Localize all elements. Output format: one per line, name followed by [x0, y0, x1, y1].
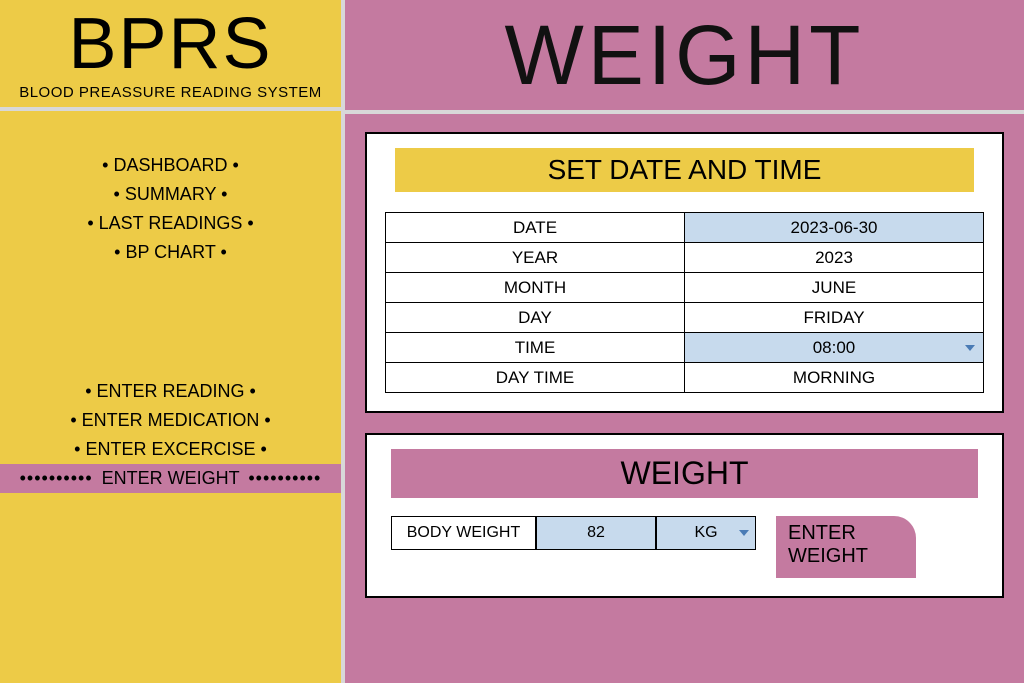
value-year: 2023 — [685, 243, 984, 273]
input-time[interactable]: 08:00 — [685, 333, 984, 363]
value-date: 2023-06-30 — [791, 218, 878, 237]
weight-panel: WEIGHT BODY WEIGHT 82 KG ENTER WEIGHT — [365, 433, 1004, 598]
page-title: WEIGHT — [505, 7, 865, 104]
nav-enter-weight-label: ENTER WEIGHT — [102, 468, 240, 488]
nav-summary[interactable]: • SUMMARY • — [0, 180, 341, 209]
nav-enter-excercise[interactable]: • ENTER EXCERCISE • — [0, 435, 341, 464]
nav-enter-weight[interactable]: ENTER WEIGHT — [0, 464, 341, 493]
row-day: DAY FRIDAY — [386, 303, 984, 333]
weight-unit-select[interactable]: KG — [656, 516, 756, 550]
weight-value-input[interactable]: 82 — [536, 516, 656, 550]
date-time-table: DATE 2023-06-30 YEAR 2023 MONTH JUNE — [385, 212, 984, 393]
row-month: MONTH JUNE — [386, 273, 984, 303]
date-time-panel: SET DATE AND TIME DATE 2023-06-30 YEAR 2… — [365, 132, 1004, 413]
main: WEIGHT SET DATE AND TIME DATE 2023-06-30… — [345, 0, 1024, 683]
enter-weight-button[interactable]: ENTER WEIGHT — [776, 516, 916, 578]
label-year: YEAR — [386, 243, 685, 273]
content: SET DATE AND TIME DATE 2023-06-30 YEAR 2… — [345, 114, 1024, 683]
nav-bp-chart[interactable]: • BP CHART • — [0, 238, 341, 267]
logo-subtitle: BLOOD PREASSURE READING SYSTEM — [0, 84, 341, 101]
nav-dashboard[interactable]: • DASHBOARD • — [0, 151, 341, 180]
sidebar: BPRS BLOOD PREASSURE READING SYSTEM • DA… — [0, 0, 345, 683]
nav-enter-medication[interactable]: • ENTER MEDICATION • — [0, 406, 341, 435]
app-root: BPRS BLOOD PREASSURE READING SYSTEM • DA… — [0, 0, 1024, 683]
weight-label: BODY WEIGHT — [391, 516, 536, 550]
row-date: DATE 2023-06-30 — [386, 213, 984, 243]
chevron-down-icon — [739, 530, 749, 536]
row-daytime: DAY TIME MORNING — [386, 363, 984, 393]
value-day: FRIDAY — [685, 303, 984, 333]
logo-title: BPRS — [0, 8, 341, 80]
title-bar: WEIGHT — [345, 0, 1024, 114]
weight-row: BODY WEIGHT 82 KG ENTER WEIGHT — [391, 516, 978, 578]
value-month: JUNE — [685, 273, 984, 303]
label-date: DATE — [386, 213, 685, 243]
nav: • DASHBOARD • • SUMMARY • • LAST READING… — [0, 111, 345, 683]
nav-group-1: • DASHBOARD • • SUMMARY • • LAST READING… — [0, 151, 341, 267]
date-time-header: SET DATE AND TIME — [395, 148, 974, 192]
value-daytime: MORNING — [685, 363, 984, 393]
label-month: MONTH — [386, 273, 685, 303]
label-day: DAY — [386, 303, 685, 333]
value-time: 08:00 — [813, 338, 856, 357]
weight-header: WEIGHT — [391, 449, 978, 498]
input-date[interactable]: 2023-06-30 — [685, 213, 984, 243]
logo-block: BPRS BLOOD PREASSURE READING SYSTEM — [0, 0, 345, 111]
chevron-down-icon — [965, 345, 975, 351]
label-daytime: DAY TIME — [386, 363, 685, 393]
nav-last-readings[interactable]: • LAST READINGS • — [0, 209, 341, 238]
nav-group-2: • ENTER READING • • ENTER MEDICATION • •… — [0, 377, 341, 493]
row-time: TIME 08:00 — [386, 333, 984, 363]
weight-unit-value: KG — [694, 524, 717, 542]
row-year: YEAR 2023 — [386, 243, 984, 273]
nav-enter-reading[interactable]: • ENTER READING • — [0, 377, 341, 406]
label-time: TIME — [386, 333, 685, 363]
